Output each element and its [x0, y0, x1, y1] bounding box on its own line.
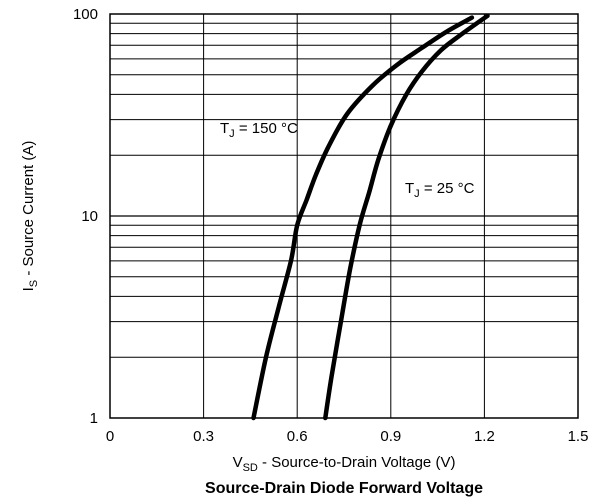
series-line-25c	[323, 13, 490, 421]
y-tick-label: 1	[90, 410, 98, 427]
x-tick-label: 0.3	[193, 428, 214, 445]
x-tick-label: 0.6	[287, 428, 308, 445]
chart-title: Source-Drain Diode Forward Voltage	[205, 480, 483, 497]
x-tick-label: 0.9	[380, 428, 401, 445]
plot-frame	[109, 13, 579, 419]
grid	[110, 14, 578, 418]
series-layer	[251, 13, 490, 421]
series-label-150c: TJ = 150 °C	[220, 120, 298, 140]
y-tick-labels: 1 10 100	[73, 6, 98, 427]
x-axis-label: VSD - Source-to-Drain Voltage (V)	[233, 454, 456, 474]
x-tick-label: 1.2	[474, 428, 495, 445]
x-tick-label: 0	[106, 428, 114, 445]
y-tick-label: 100	[73, 6, 98, 23]
x-tick-label: 1.5	[568, 428, 589, 445]
y-tick-label: 10	[81, 208, 98, 225]
series-label-25c: TJ = 25 °C	[405, 180, 475, 200]
x-tick-labels: 0 0.3 0.6 0.9 1.2 1.5	[106, 428, 589, 445]
series-line-150c	[251, 15, 475, 421]
y-axis-label: IS - Source Current (A)	[20, 141, 40, 292]
